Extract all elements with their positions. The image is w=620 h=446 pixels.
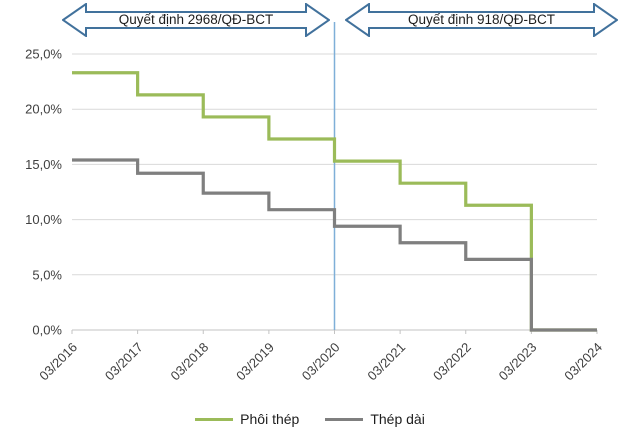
legend-item-thep-dai: Thép dài bbox=[325, 411, 425, 427]
thep-dai-legend-label: Thép dài bbox=[370, 411, 425, 427]
decision-2968-label: Quyết định 2968/QĐ-BCT bbox=[118, 11, 274, 27]
legend-item-phoi-thep: Phôi thép bbox=[195, 411, 299, 427]
decision-918-arrow: Quyết định 918/QĐ-BCT bbox=[345, 3, 618, 37]
x-tick-label: 03/2021 bbox=[364, 340, 408, 384]
thep-dai-line-swatch bbox=[325, 417, 364, 421]
x-tick-label: 03/2024 bbox=[561, 340, 605, 384]
phoi-thep-line-swatch bbox=[195, 417, 234, 421]
x-tick-label: 03/2017 bbox=[102, 340, 146, 384]
series-line-thep-dai bbox=[72, 158, 597, 332]
y-tick-label: 0,0% bbox=[32, 323, 62, 338]
series-line-phoi-thep bbox=[72, 71, 597, 332]
double-arrow-icon bbox=[345, 3, 618, 37]
x-tick-label: 03/2016 bbox=[36, 340, 80, 384]
y-tick-label: 25,0% bbox=[25, 47, 62, 62]
y-tick-label: 15,0% bbox=[25, 157, 62, 172]
x-tick-label: 03/2018 bbox=[168, 340, 212, 384]
x-tick-label: 03/2020 bbox=[299, 340, 343, 384]
double-arrow-icon bbox=[62, 3, 330, 37]
x-tick-label: 03/2019 bbox=[233, 340, 277, 384]
x-tick-label: 03/2023 bbox=[496, 340, 540, 384]
decision-918-label: Quyết định 918/QĐ-BCT bbox=[407, 11, 556, 27]
y-tick-label: 20,0% bbox=[25, 102, 62, 117]
x-tick-label: 03/2022 bbox=[430, 340, 474, 384]
y-tick-label: 10,0% bbox=[25, 212, 62, 227]
chart-legend: Phôi thép Thép dài bbox=[0, 411, 620, 427]
decision-2968-arrow: Quyết định 2968/QĐ-BCT bbox=[62, 3, 330, 37]
y-tick-label: 5,0% bbox=[32, 267, 62, 282]
phoi-thep-legend-label: Phôi thép bbox=[240, 411, 300, 427]
